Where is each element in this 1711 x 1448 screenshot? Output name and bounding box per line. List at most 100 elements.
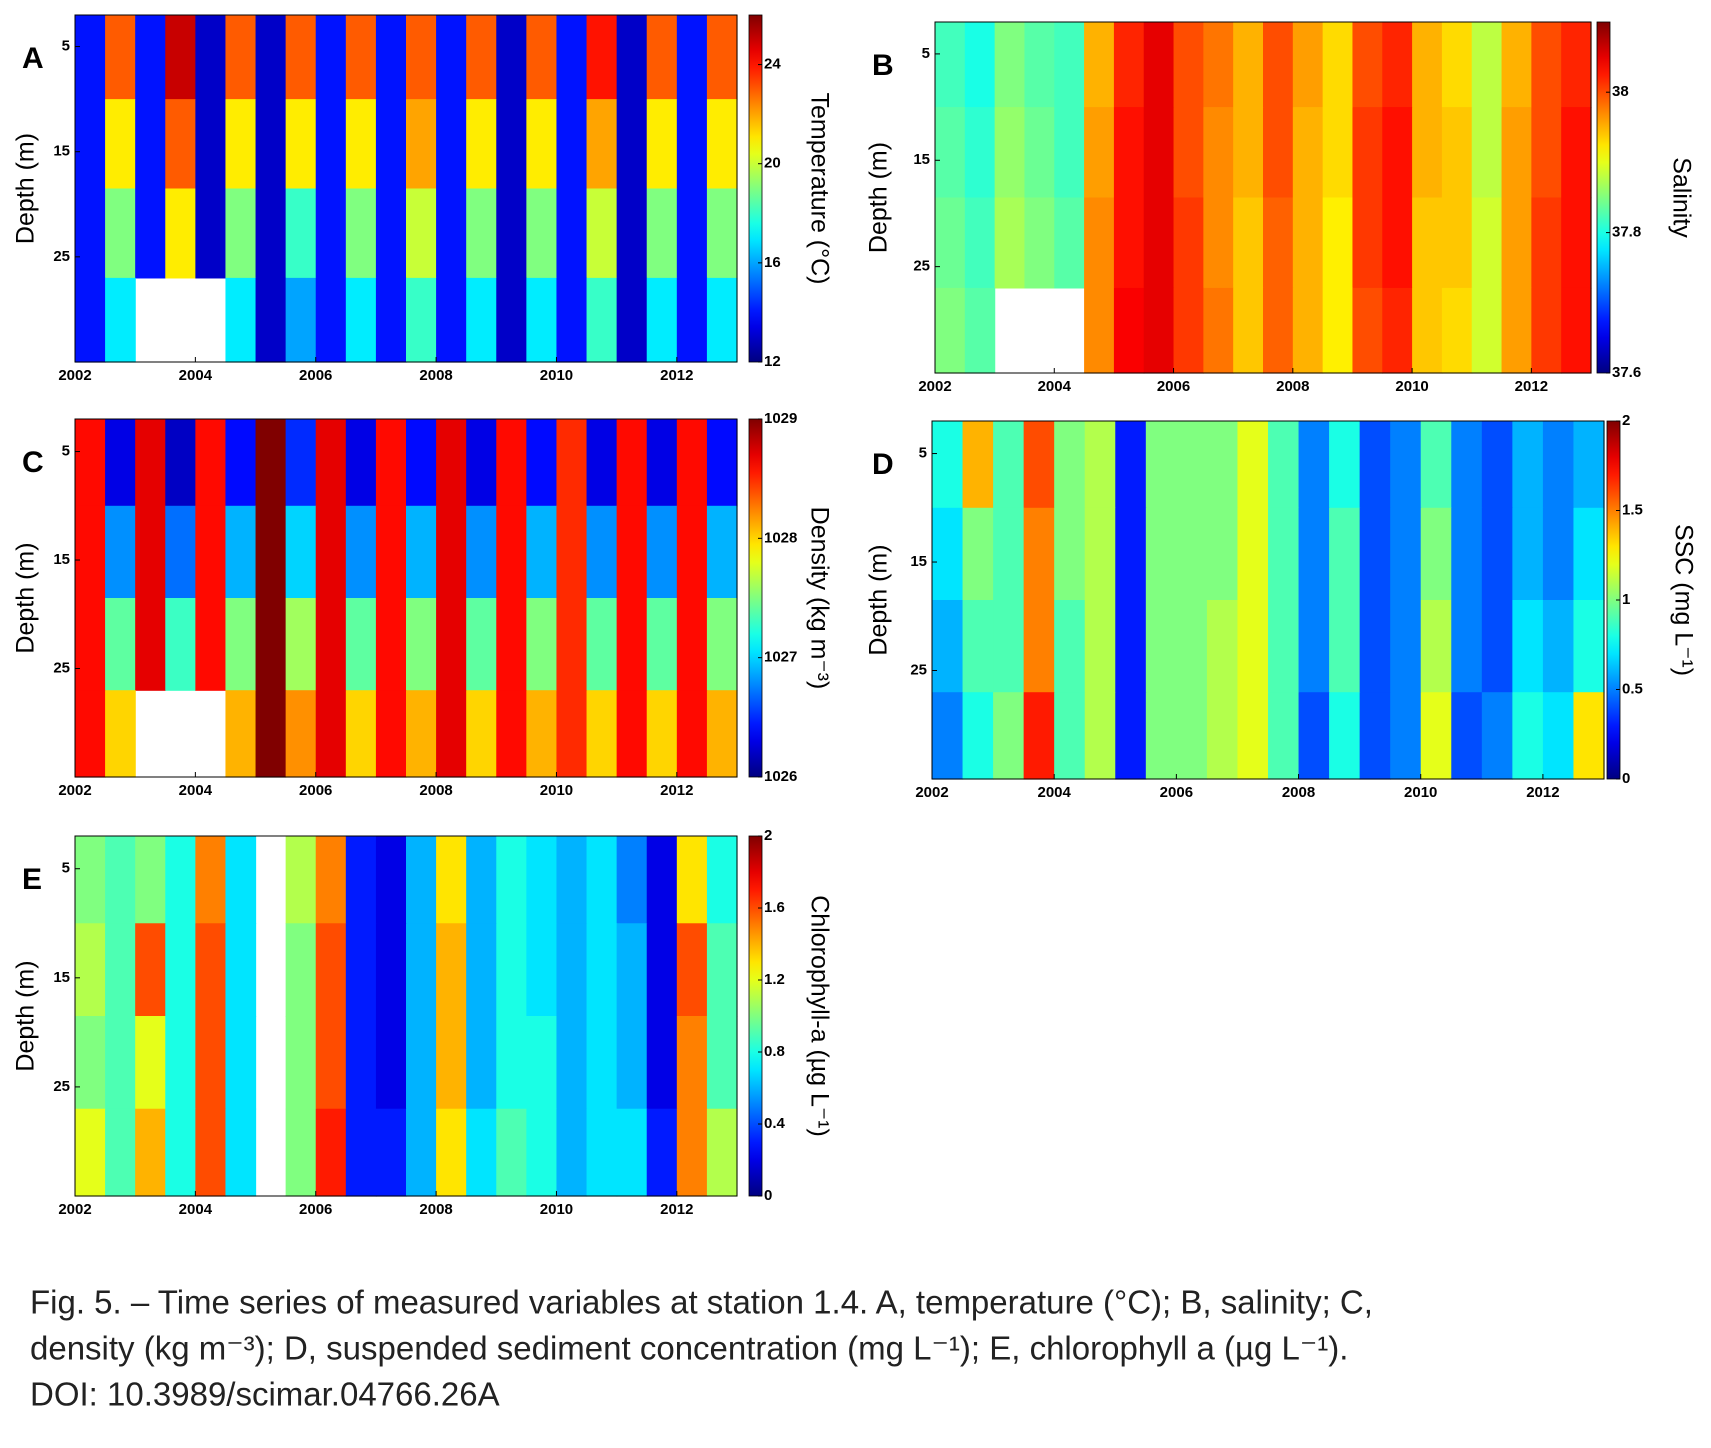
- y-tick-label: 5: [919, 445, 927, 462]
- heatmap-cell: [135, 1016, 166, 1110]
- colorbar: [748, 835, 763, 1197]
- heatmap-cell: [1451, 507, 1483, 601]
- heatmap-cell: [75, 15, 106, 100]
- heatmap-cell: [165, 188, 196, 279]
- y-tick-label: 25: [53, 248, 70, 265]
- heatmap-cell: [285, 836, 317, 924]
- heatmap-cell: [526, 505, 558, 599]
- heatmap-cell: [195, 419, 227, 507]
- heatmap-cell: [1233, 22, 1264, 108]
- heatmap-cell: [646, 836, 678, 924]
- heatmap-cell: [586, 188, 618, 279]
- heatmap-cell: [255, 598, 287, 691]
- heatmap-cell: [135, 836, 166, 924]
- heatmap-cell: [345, 277, 377, 363]
- heatmap-cell: [375, 419, 407, 507]
- heatmap-cell: [345, 598, 377, 691]
- heatmap-cell: [1206, 421, 1239, 509]
- heatmap-cell: [105, 277, 136, 363]
- heatmap-cell: [1512, 507, 1544, 601]
- heatmap-cell: [993, 421, 1025, 509]
- heatmap-cell: [1441, 197, 1473, 289]
- heatmap-cell: [1084, 421, 1116, 509]
- heatmap-cell: [496, 690, 527, 778]
- heatmap-cell: [935, 22, 966, 108]
- heatmap-cell: [526, 923, 558, 1017]
- caption-line: Fig. 5. – Time series of measured variab…: [30, 1284, 1373, 1321]
- x-tick-label: 2012: [660, 367, 693, 384]
- heatmap-cell: [315, 419, 347, 507]
- colorbar-tick-label: 1.6: [764, 899, 785, 916]
- heatmap-cell: [496, 505, 527, 599]
- heatmap-cell: [1501, 22, 1532, 108]
- heatmap-cell: [496, 1016, 527, 1110]
- heatmap-cell: [616, 188, 648, 279]
- heatmap-cell: [586, 598, 618, 691]
- heatmap-cell: [75, 1016, 106, 1110]
- heatmap-cell: [993, 692, 1025, 780]
- heatmap-cell: [406, 277, 437, 363]
- heatmap-cell: [993, 600, 1025, 693]
- heatmap-cell: [75, 598, 106, 691]
- x-tick-label: 2002: [915, 784, 948, 801]
- x-tick-label: 2008: [419, 1201, 452, 1218]
- colorbar-tick-label: 16: [764, 254, 781, 271]
- heatmap-cell: [1573, 600, 1605, 693]
- heatmap-cell: [962, 421, 994, 509]
- heatmap-cell: [1054, 197, 1085, 289]
- heatmap-cell: [496, 923, 527, 1017]
- colorbar: [748, 418, 763, 778]
- heatmap-cell: [1420, 692, 1452, 780]
- heatmap-cell: [165, 15, 196, 100]
- heatmap-cell: [1292, 197, 1324, 289]
- heatmap-cell: [315, 277, 347, 363]
- x-tick-label: 2004: [179, 367, 213, 384]
- panel-label: B: [872, 49, 894, 82]
- heatmap-cell: [556, 836, 588, 924]
- heatmap-cell: [1113, 197, 1145, 289]
- heatmap-cell: [1382, 197, 1413, 289]
- heatmap-cell: [1322, 287, 1354, 374]
- heatmap-cell: [646, 188, 678, 279]
- heatmap-cell: [225, 923, 257, 1017]
- heatmap-cell: [406, 99, 437, 190]
- heatmap-cell: [375, 99, 407, 190]
- heatmap-cell: [1573, 692, 1605, 780]
- heatmap-cell: [496, 277, 527, 363]
- colorbar-tick-label: 20: [764, 155, 781, 172]
- heatmap-cell: [706, 923, 738, 1017]
- heatmap-cell: [165, 923, 196, 1017]
- heatmap-cell: [1573, 507, 1605, 601]
- heatmap-cell: [1352, 197, 1383, 289]
- heatmap-cell: [676, 15, 708, 100]
- colorbar: [1596, 21, 1611, 374]
- heatmap-cell: [706, 598, 738, 691]
- x-tick-label: 2002: [58, 782, 91, 799]
- y-tick-label: 25: [910, 661, 927, 678]
- heatmap-cell: [1203, 22, 1234, 108]
- heatmap-cell: [225, 15, 257, 100]
- heatmap-cell: [1352, 287, 1383, 374]
- heatmap-cell: [962, 692, 994, 780]
- heatmap-cell: [406, 505, 437, 599]
- x-tick-label: 2010: [540, 1201, 573, 1218]
- heatmap-cell: [1173, 22, 1204, 108]
- heatmap-cell: [1023, 692, 1055, 780]
- heatmap-cell: [436, 1108, 467, 1197]
- heatmap-cell: [1471, 197, 1503, 289]
- heatmap-cell: [1233, 197, 1264, 289]
- colorbar-tick-label: 1: [1622, 591, 1630, 608]
- heatmap-cell: [375, 923, 407, 1017]
- heatmap-cell: [1382, 287, 1413, 374]
- plot-frame: [74, 835, 738, 1197]
- heatmap-cell: [345, 505, 377, 599]
- heatmap-cell: [1237, 421, 1269, 509]
- heatmap-cell: [496, 836, 527, 924]
- heatmap-cell: [1203, 197, 1234, 289]
- heatmap-cell: [195, 923, 227, 1017]
- heatmap-cell: [932, 692, 964, 780]
- heatmap-cell: [1024, 107, 1055, 199]
- heatmap-cell: [526, 419, 558, 507]
- colorbar-tick-label: 24: [764, 56, 781, 73]
